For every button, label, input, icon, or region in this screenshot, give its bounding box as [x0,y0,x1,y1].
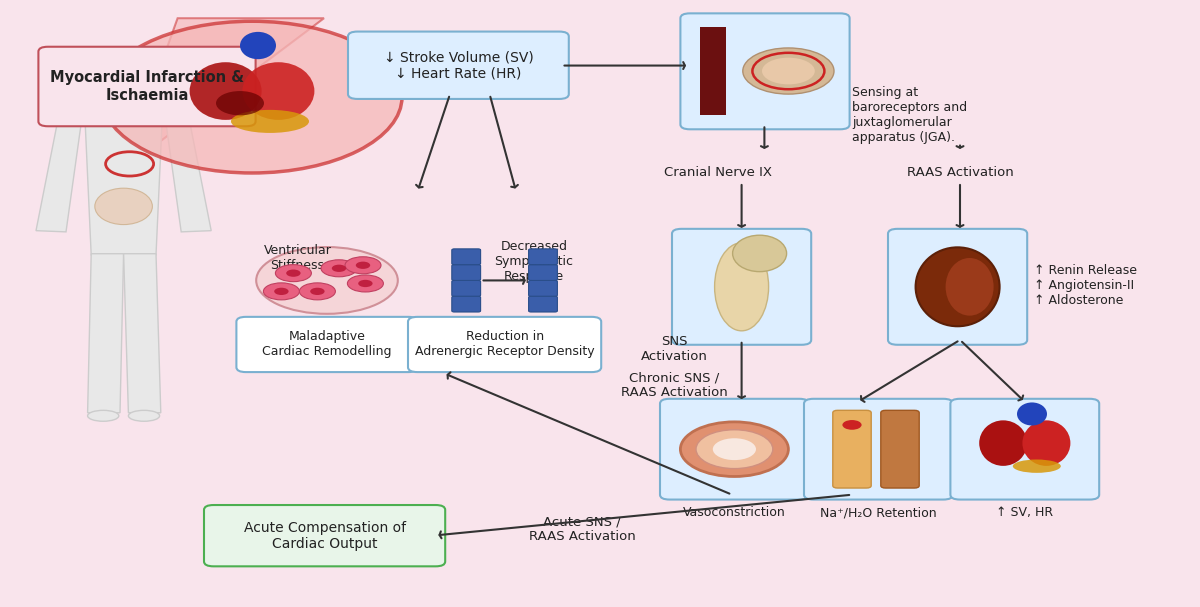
FancyBboxPatch shape [451,280,480,296]
Circle shape [696,430,773,469]
Polygon shape [88,254,124,413]
FancyBboxPatch shape [529,249,557,265]
Ellipse shape [979,420,1027,466]
Text: Reduction in
Adrenergic Receptor Density: Reduction in Adrenergic Receptor Density [415,330,594,359]
Ellipse shape [264,283,300,300]
Text: Maladaptive
Cardiac Remodelling: Maladaptive Cardiac Remodelling [263,330,391,359]
Text: Sensing at
baroreceptors and
juxtaglomerular
apparatus (JGA).: Sensing at baroreceptors and juxtaglomer… [852,86,967,144]
FancyBboxPatch shape [451,249,480,265]
Text: ↑ SV, HR: ↑ SV, HR [996,506,1054,520]
Ellipse shape [916,248,1000,327]
Ellipse shape [715,243,769,331]
FancyBboxPatch shape [680,13,850,129]
Circle shape [743,48,834,94]
FancyBboxPatch shape [204,505,445,566]
Ellipse shape [287,270,300,277]
Ellipse shape [346,257,382,274]
Circle shape [680,422,788,476]
Text: Ventricular
Stiffness: Ventricular Stiffness [264,244,331,272]
Ellipse shape [190,63,262,120]
Circle shape [842,420,862,430]
Text: Vasoconstriction: Vasoconstriction [683,506,786,520]
Ellipse shape [1013,459,1061,473]
FancyBboxPatch shape [236,317,418,372]
Text: Myocardial Infarction &
Ischaemia: Myocardial Infarction & Ischaemia [50,70,244,103]
Text: Acute SNS /
RAAS Activation: Acute SNS / RAAS Activation [529,515,635,543]
Text: Chronic SNS /
RAAS Activation: Chronic SNS / RAAS Activation [622,371,727,399]
FancyBboxPatch shape [888,229,1027,345]
Text: RAAS Activation: RAAS Activation [907,166,1013,180]
Ellipse shape [358,280,372,287]
FancyBboxPatch shape [451,265,480,280]
Ellipse shape [256,247,397,314]
Ellipse shape [276,265,312,282]
Ellipse shape [95,188,152,225]
FancyBboxPatch shape [881,410,919,488]
Bar [700,27,726,115]
Ellipse shape [240,32,276,59]
Ellipse shape [1018,402,1048,426]
FancyBboxPatch shape [672,229,811,345]
FancyBboxPatch shape [529,296,557,312]
FancyBboxPatch shape [804,399,953,500]
FancyBboxPatch shape [529,280,557,296]
Circle shape [102,21,402,173]
Polygon shape [36,103,84,232]
FancyBboxPatch shape [833,410,871,488]
Text: Na⁺/H₂O Retention: Na⁺/H₂O Retention [820,506,937,520]
Ellipse shape [88,410,119,421]
FancyBboxPatch shape [408,317,601,372]
FancyBboxPatch shape [529,265,557,280]
Ellipse shape [356,262,371,269]
Ellipse shape [96,47,151,80]
Ellipse shape [128,410,160,421]
Ellipse shape [300,283,336,300]
FancyBboxPatch shape [38,47,256,126]
Ellipse shape [331,265,346,272]
Polygon shape [163,103,211,232]
Ellipse shape [274,288,288,295]
FancyBboxPatch shape [451,296,480,312]
Ellipse shape [242,63,314,120]
Ellipse shape [230,110,310,133]
Ellipse shape [216,91,264,115]
Polygon shape [124,254,161,413]
FancyBboxPatch shape [348,32,569,99]
Ellipse shape [732,236,787,272]
Circle shape [713,438,756,460]
Ellipse shape [1022,420,1070,466]
Polygon shape [84,97,163,255]
Polygon shape [130,18,324,152]
Text: SNS
Activation: SNS Activation [641,335,708,363]
FancyBboxPatch shape [950,399,1099,500]
Text: Decreased
Sympathetic
Response: Decreased Sympathetic Response [494,240,574,282]
Ellipse shape [310,288,324,295]
Circle shape [762,58,815,84]
Text: ↓ Stroke Volume (SV)
↓ Heart Rate (HR): ↓ Stroke Volume (SV) ↓ Heart Rate (HR) [384,50,533,80]
Text: Cranial Nerve IX: Cranial Nerve IX [664,166,772,180]
Ellipse shape [946,258,994,316]
Text: ↑ Renin Release
↑ Angiotensin-II
↑ Aldosterone: ↑ Renin Release ↑ Angiotensin-II ↑ Aldos… [1034,264,1138,307]
Bar [112,69,136,88]
Text: Acute Compensation of
Cardiac Output: Acute Compensation of Cardiac Output [244,521,406,551]
Ellipse shape [348,275,384,292]
FancyBboxPatch shape [660,399,809,500]
Ellipse shape [320,260,358,277]
